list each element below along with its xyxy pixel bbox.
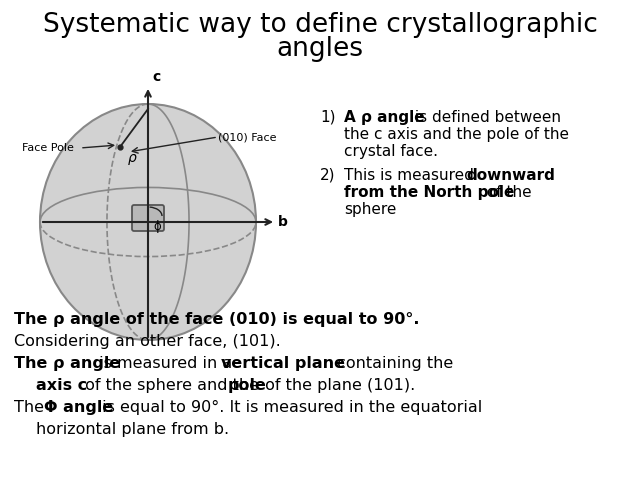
Text: A ρ angle: A ρ angle	[344, 110, 424, 125]
Text: (010) Face: (010) Face	[218, 132, 276, 142]
Text: from the North pole: from the North pole	[344, 185, 515, 200]
Text: Systematic way to define crystallographic: Systematic way to define crystallographi…	[43, 12, 597, 38]
Text: Face Pole: Face Pole	[22, 143, 74, 153]
Text: crystal face.: crystal face.	[344, 144, 438, 159]
Text: angles: angles	[276, 36, 364, 62]
Text: of the: of the	[482, 185, 532, 200]
Text: 1): 1)	[320, 110, 335, 125]
Text: This is measured: This is measured	[344, 168, 479, 183]
Text: The: The	[14, 400, 49, 415]
Text: pole: pole	[228, 378, 267, 393]
Text: The ρ angle of the face (010) is equal to 90°.: The ρ angle of the face (010) is equal t…	[14, 312, 419, 327]
Text: 2): 2)	[320, 168, 335, 183]
Text: of the plane (101).: of the plane (101).	[260, 378, 415, 393]
Text: vertical plane: vertical plane	[221, 356, 345, 371]
Text: the c axis and the pole of the: the c axis and the pole of the	[344, 127, 569, 142]
Text: The ρ angle: The ρ angle	[14, 356, 120, 371]
Text: sphere: sphere	[344, 202, 396, 217]
Text: c: c	[152, 70, 160, 84]
Text: Φ angle: Φ angle	[44, 400, 113, 415]
FancyBboxPatch shape	[132, 205, 164, 231]
Text: is equal to 90°. It is measured in the equatorial: is equal to 90°. It is measured in the e…	[97, 400, 483, 415]
Text: b: b	[278, 215, 288, 229]
Text: horizontal plane from b.: horizontal plane from b.	[36, 422, 229, 437]
Text: ϕ: ϕ	[153, 220, 161, 233]
Text: Considering an other face, (101).: Considering an other face, (101).	[14, 334, 281, 349]
Text: of the sphere and the: of the sphere and the	[80, 378, 264, 393]
Text: ρ: ρ	[128, 151, 137, 165]
Text: downward: downward	[466, 168, 555, 183]
Text: containing the: containing the	[332, 356, 453, 371]
Text: is defined between: is defined between	[410, 110, 561, 125]
Text: is measured in a: is measured in a	[94, 356, 237, 371]
Ellipse shape	[40, 104, 256, 340]
Text: axis c: axis c	[36, 378, 87, 393]
